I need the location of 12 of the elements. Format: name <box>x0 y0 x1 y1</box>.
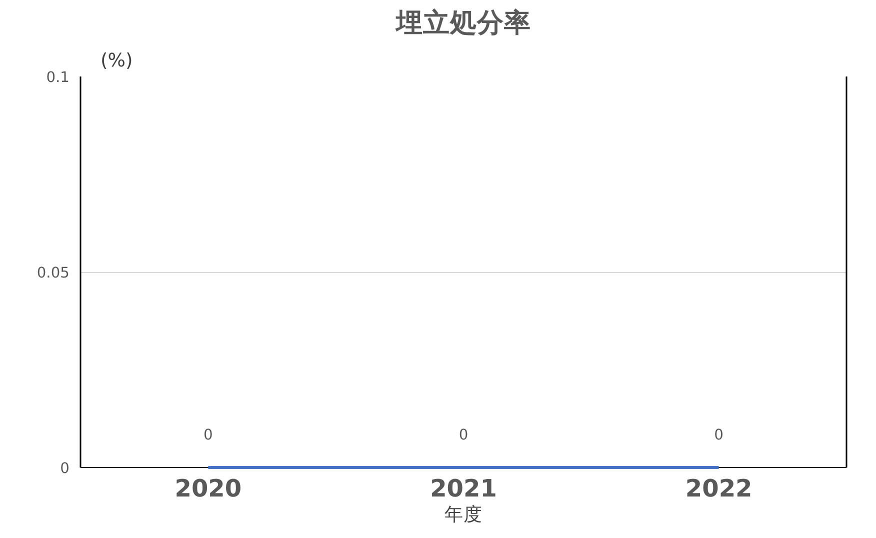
x-tick-label: 2022 <box>685 474 752 502</box>
y-axis-title: (%) <box>100 50 133 72</box>
data-label: 0 <box>714 426 724 444</box>
data-label: 0 <box>458 426 468 444</box>
y-tick-label: 0 <box>60 460 70 477</box>
y-tick-label: 0.1 <box>46 69 70 86</box>
x-axis-title: 年度 <box>444 504 482 526</box>
chart-title: 埋立処分率 <box>395 8 531 38</box>
data-label: 0 <box>204 426 213 444</box>
x-tick-label: 2020 <box>174 474 242 502</box>
y-tick-label: 0.05 <box>36 264 70 282</box>
x-tick-label: 2021 <box>430 474 497 502</box>
